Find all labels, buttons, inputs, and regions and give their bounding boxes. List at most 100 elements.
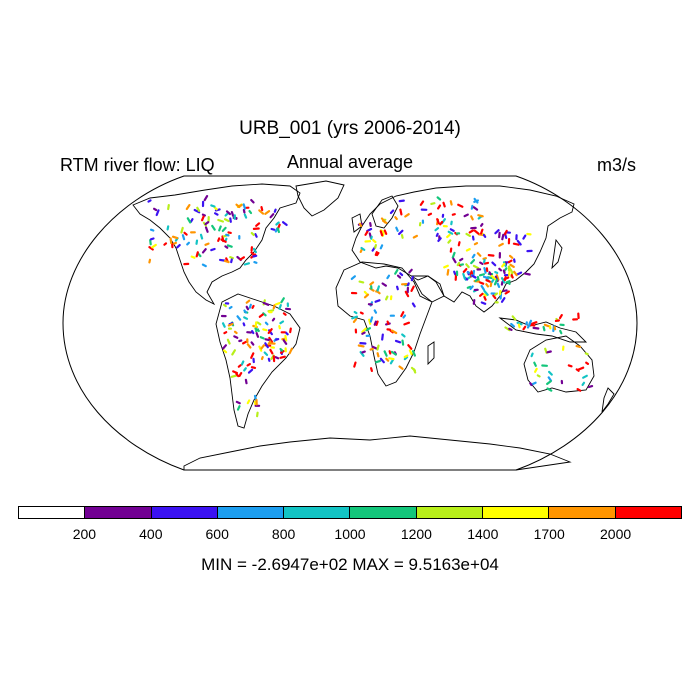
river-segment xyxy=(546,350,552,354)
river-segment xyxy=(245,299,251,304)
river-segment xyxy=(226,244,233,248)
colorbar-tick-label: 1200 xyxy=(400,526,432,542)
river-segment xyxy=(408,349,413,356)
river-segment xyxy=(185,204,191,211)
river-segment xyxy=(472,269,476,277)
river-segment xyxy=(383,229,388,235)
river-segment xyxy=(269,348,274,355)
river-segment xyxy=(181,234,186,241)
river-segment xyxy=(412,234,418,239)
river-segment xyxy=(375,320,379,326)
river-segment xyxy=(396,285,399,291)
river-segment xyxy=(221,322,226,328)
river-segment xyxy=(186,217,192,224)
river-segment xyxy=(522,325,527,331)
river-segment xyxy=(488,271,492,276)
river-segment xyxy=(513,270,518,277)
river-segment xyxy=(453,270,457,276)
coastline-antarctica xyxy=(183,435,572,471)
river-segment xyxy=(485,279,491,283)
river-segment xyxy=(502,269,506,275)
river-segment xyxy=(494,271,499,274)
river-segment xyxy=(490,278,495,284)
river-segment xyxy=(379,244,384,250)
river-segment xyxy=(584,352,589,356)
coastline-africa xyxy=(335,261,433,387)
river-segment xyxy=(516,271,523,276)
river-segment xyxy=(201,263,207,268)
colorbar-tick-label: 2000 xyxy=(600,526,632,542)
river-segment xyxy=(575,368,580,372)
river-segment xyxy=(153,207,158,212)
colorbar-tick-label: 200 xyxy=(72,526,97,542)
river-segment xyxy=(410,366,416,372)
river-segment xyxy=(439,220,444,226)
river-segment xyxy=(483,290,489,296)
colorbar-segment xyxy=(350,507,417,518)
river-segment xyxy=(370,367,373,372)
river-segment xyxy=(480,223,484,227)
river-segment xyxy=(238,339,243,343)
colorbar-segment xyxy=(19,507,86,518)
river-segment xyxy=(258,313,264,318)
river-segment xyxy=(526,322,532,329)
coastline-indonesia xyxy=(498,317,588,343)
river-segment xyxy=(163,242,168,246)
river-segment xyxy=(243,309,247,314)
river-segment xyxy=(373,320,377,326)
river-segment xyxy=(256,321,262,326)
river-segment xyxy=(398,229,404,236)
river-segment xyxy=(381,333,384,341)
river-segment xyxy=(199,233,204,240)
river-segment xyxy=(382,219,388,224)
river-segment xyxy=(229,217,232,223)
coastline-scandinavia xyxy=(371,195,399,229)
river-segment xyxy=(149,237,155,241)
river-segment xyxy=(242,340,248,345)
river-segment xyxy=(466,285,472,289)
river-segment xyxy=(374,244,377,249)
river-segment xyxy=(271,317,276,322)
river-segment xyxy=(493,278,498,286)
river-segment xyxy=(221,226,227,232)
river-segment xyxy=(280,297,285,304)
river-segment xyxy=(148,258,152,264)
river-segment xyxy=(250,199,255,204)
river-segment xyxy=(269,213,275,219)
river-segment xyxy=(352,318,357,323)
river-segment xyxy=(547,370,553,376)
river-segment xyxy=(492,294,497,300)
river-segment xyxy=(267,357,271,362)
river-segment xyxy=(389,209,395,215)
river-segment xyxy=(403,356,409,361)
river-segment xyxy=(522,234,527,240)
river-segment xyxy=(255,222,261,227)
river-segment xyxy=(189,218,194,223)
river-segment xyxy=(204,242,210,246)
river-segment xyxy=(490,274,497,280)
river-segment xyxy=(196,206,201,212)
river-segment xyxy=(498,267,503,272)
river-segment xyxy=(264,342,269,349)
river-segment xyxy=(223,218,230,223)
river-segment xyxy=(474,278,479,282)
river-segment xyxy=(351,315,358,320)
river-segment xyxy=(369,281,375,286)
river-segment xyxy=(390,329,398,335)
river-segment xyxy=(483,267,487,274)
river-segment xyxy=(381,282,387,287)
colorbar-segment xyxy=(284,507,351,518)
river-segment xyxy=(500,297,506,303)
river-segment xyxy=(363,293,370,299)
river-segment xyxy=(235,400,241,405)
river-segment xyxy=(151,243,157,249)
river-segment xyxy=(398,365,404,370)
river-segment xyxy=(359,248,363,253)
river-segment xyxy=(262,301,270,306)
river-segment xyxy=(470,204,474,210)
river-segment xyxy=(247,368,254,374)
river-segment xyxy=(434,227,440,232)
river-segment xyxy=(149,239,152,246)
river-segment xyxy=(360,246,366,251)
river-segment xyxy=(500,280,504,286)
